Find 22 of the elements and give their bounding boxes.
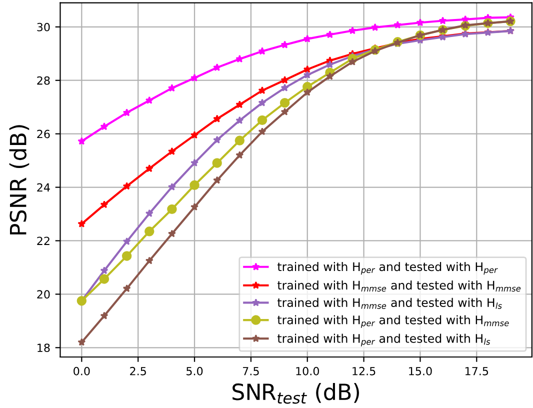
y-tick-label: 24 — [37, 183, 50, 192]
legend-label: trained with H$_{mmse}$ and tested with H$_{mmse}$ — [277, 280, 521, 292]
x-tick-label: 17.5 — [465, 367, 488, 376]
y-tick-label: 28 — [37, 76, 50, 85]
y-tick-label: 20 — [37, 290, 50, 299]
legend-label: trained with H$_{per}$ and tested with H$_{mmse}$ — [277, 315, 509, 328]
x-tick-label: 0.0 — [74, 366, 90, 376]
y-tick-label: 18 — [38, 344, 50, 352]
x-tick-label: 5.0 — [186, 366, 203, 376]
x-tick-label: 15.0 — [409, 366, 432, 376]
y-tick-label: 30 — [37, 22, 50, 32]
y-tick-label: 26 — [37, 130, 50, 138]
legend-label: trained with H$_{per}$ and tested with H$_{ls}$ — [277, 334, 490, 346]
y-tick-label: 22 — [37, 236, 50, 245]
legend-label: trained with H$_{per}$ and tested with H$_{per}$ — [277, 262, 498, 275]
x-tick-label: 2.5 — [130, 366, 146, 376]
x-tick-label: 12.5 — [352, 366, 376, 376]
x-tick-label: 7.5 — [243, 367, 259, 376]
legend-label: trained with H$_{mmse}$ and tested with H$_{ls}$ — [277, 298, 502, 309]
x-tick-label: 10.0 — [296, 366, 319, 376]
y-axis-title: PSNR (dB) — [9, 125, 30, 234]
x-axis-title: SNR$_{test}$ (dB) — [232, 383, 359, 404]
